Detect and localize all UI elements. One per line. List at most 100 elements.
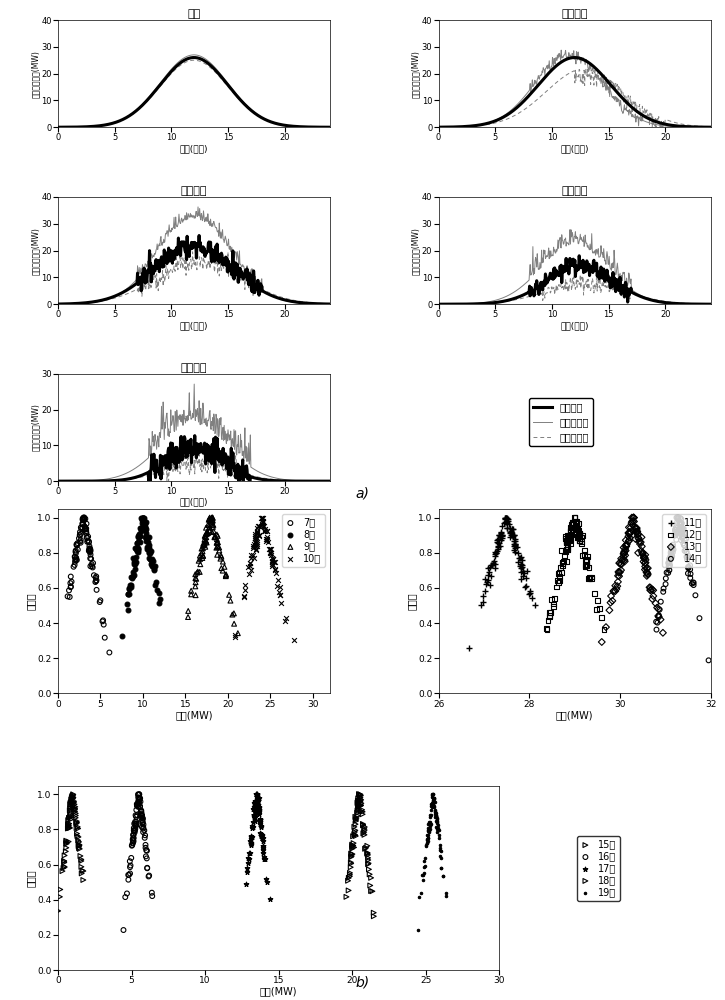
19时 bbox=[421, 827, 433, 843]
13时 bbox=[623, 525, 634, 541]
10时 bbox=[254, 518, 265, 534]
17时 bbox=[257, 838, 268, 854]
19时 bbox=[419, 858, 431, 874]
10时 bbox=[265, 545, 276, 561]
13时 bbox=[618, 543, 630, 559]
12时 bbox=[579, 543, 591, 559]
13时 bbox=[618, 546, 630, 562]
18时 bbox=[358, 824, 370, 840]
16时 bbox=[144, 868, 155, 884]
18时 bbox=[355, 787, 366, 803]
19时 bbox=[422, 827, 434, 843]
11时 bbox=[505, 525, 516, 541]
7时 bbox=[78, 510, 89, 526]
12时 bbox=[569, 510, 581, 526]
8时 bbox=[139, 529, 151, 545]
10时 bbox=[267, 558, 278, 574]
18时 bbox=[360, 841, 371, 857]
Y-axis label: 隶属度: 隶属度 bbox=[407, 592, 417, 610]
14时 bbox=[673, 510, 684, 526]
14时 bbox=[668, 527, 680, 543]
11时 bbox=[489, 546, 501, 562]
18时 bbox=[355, 790, 366, 806]
18时 bbox=[362, 845, 373, 861]
17时 bbox=[255, 818, 267, 834]
15时 bbox=[59, 853, 70, 869]
11时 bbox=[489, 553, 500, 569]
16时 bbox=[132, 799, 144, 815]
16时 bbox=[136, 808, 148, 824]
13时 bbox=[618, 545, 630, 561]
14时 bbox=[684, 557, 696, 573]
16时 bbox=[138, 817, 149, 833]
9时 bbox=[215, 547, 227, 563]
18时 bbox=[348, 835, 360, 851]
11时 bbox=[477, 588, 489, 604]
19时 bbox=[421, 832, 433, 848]
16时 bbox=[130, 802, 142, 818]
15时 bbox=[62, 817, 74, 833]
9时 bbox=[206, 524, 218, 540]
15时 bbox=[71, 820, 83, 836]
7时 bbox=[96, 613, 108, 629]
17时 bbox=[245, 828, 257, 844]
9时 bbox=[213, 542, 225, 558]
19时 bbox=[431, 821, 443, 837]
12时 bbox=[579, 557, 591, 573]
11时 bbox=[509, 544, 521, 560]
8时 bbox=[144, 550, 155, 566]
15时 bbox=[72, 821, 84, 837]
11时 bbox=[482, 560, 494, 576]
7时 bbox=[83, 534, 95, 550]
7时 bbox=[94, 594, 106, 610]
16时 bbox=[134, 798, 146, 814]
19时 bbox=[425, 796, 436, 812]
8时 bbox=[128, 550, 139, 566]
17时 bbox=[244, 845, 255, 861]
18时 bbox=[355, 786, 366, 802]
19时 bbox=[424, 807, 436, 823]
11时 bbox=[526, 590, 537, 606]
14时 bbox=[676, 515, 687, 531]
15时 bbox=[65, 811, 77, 827]
16时 bbox=[129, 823, 141, 839]
11时 bbox=[503, 516, 515, 532]
11时 bbox=[485, 568, 497, 584]
15时 bbox=[54, 881, 66, 897]
9时 bbox=[199, 536, 210, 552]
16时 bbox=[133, 786, 145, 802]
14时 bbox=[679, 543, 690, 559]
13时 bbox=[631, 523, 643, 539]
10时 bbox=[248, 550, 260, 566]
11时 bbox=[492, 538, 503, 554]
14时 bbox=[676, 520, 687, 536]
12时 bbox=[573, 528, 585, 544]
11时 bbox=[508, 533, 520, 549]
18时 bbox=[355, 795, 367, 811]
11时 bbox=[489, 544, 501, 560]
11时 bbox=[505, 525, 517, 541]
17时 bbox=[249, 807, 260, 823]
18时 bbox=[354, 798, 365, 814]
19时 bbox=[427, 794, 439, 810]
16时 bbox=[133, 792, 144, 808]
7时 bbox=[79, 522, 91, 538]
10时 bbox=[271, 578, 283, 594]
15时 bbox=[68, 804, 80, 820]
13时 bbox=[645, 580, 656, 596]
18时 bbox=[353, 793, 365, 809]
11时 bbox=[479, 583, 491, 599]
17时 bbox=[254, 812, 266, 828]
16时 bbox=[125, 858, 136, 874]
9时 bbox=[191, 571, 202, 587]
15时 bbox=[66, 793, 78, 809]
10时 bbox=[249, 528, 261, 544]
10时 bbox=[268, 554, 280, 570]
16时 bbox=[136, 807, 147, 823]
9时 bbox=[217, 563, 228, 579]
14时 bbox=[675, 517, 687, 533]
17时 bbox=[245, 836, 257, 852]
10时 bbox=[251, 524, 262, 540]
13时 bbox=[614, 564, 626, 580]
12时 bbox=[571, 513, 583, 529]
